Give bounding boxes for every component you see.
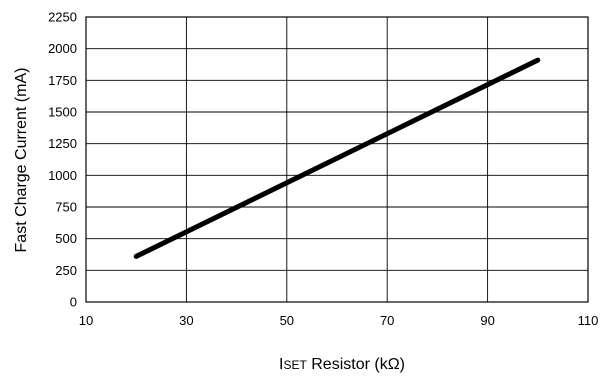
x-tick-labels: 10 30 50 70 90 110 [79, 313, 599, 328]
x-tick-label: 110 [578, 313, 599, 328]
y-tick-label: 2000 [48, 41, 77, 56]
y-tick-label: 1000 [48, 168, 77, 183]
plot-frame [85, 16, 589, 303]
x-tick-label: 30 [179, 313, 193, 328]
y-tick-label: 1750 [48, 73, 77, 88]
y-tick-label: 2250 [48, 10, 77, 25]
y-tick-label: 750 [55, 200, 77, 215]
x-axis-label: ISET Resistor (kΩ) [279, 356, 405, 373]
x-axis-label-rest: Resistor (kΩ) [307, 356, 405, 373]
y-tick-label: 0 [70, 295, 77, 310]
y-tick-label: 1500 [48, 105, 77, 120]
y-tick-label: 250 [55, 263, 77, 278]
y-tick-labels: 0 250 500 750 1000 1250 1500 1750 2000 2250 [48, 10, 77, 310]
series-layer [133, 57, 541, 259]
y-axis-label: Fast Charge Current (mA) [13, 68, 30, 253]
series-line [133, 57, 541, 259]
x-tick-label: 70 [380, 313, 394, 328]
y-tick-label: 1250 [48, 136, 77, 151]
x-tick-label: 50 [280, 313, 294, 328]
y-tick-label: 500 [55, 231, 77, 246]
x-tick-label: 10 [79, 313, 93, 328]
x-axis-label-main: I [279, 356, 283, 373]
x-tick-label: 90 [480, 313, 494, 328]
x-axis-label-sub: SET [283, 358, 307, 372]
